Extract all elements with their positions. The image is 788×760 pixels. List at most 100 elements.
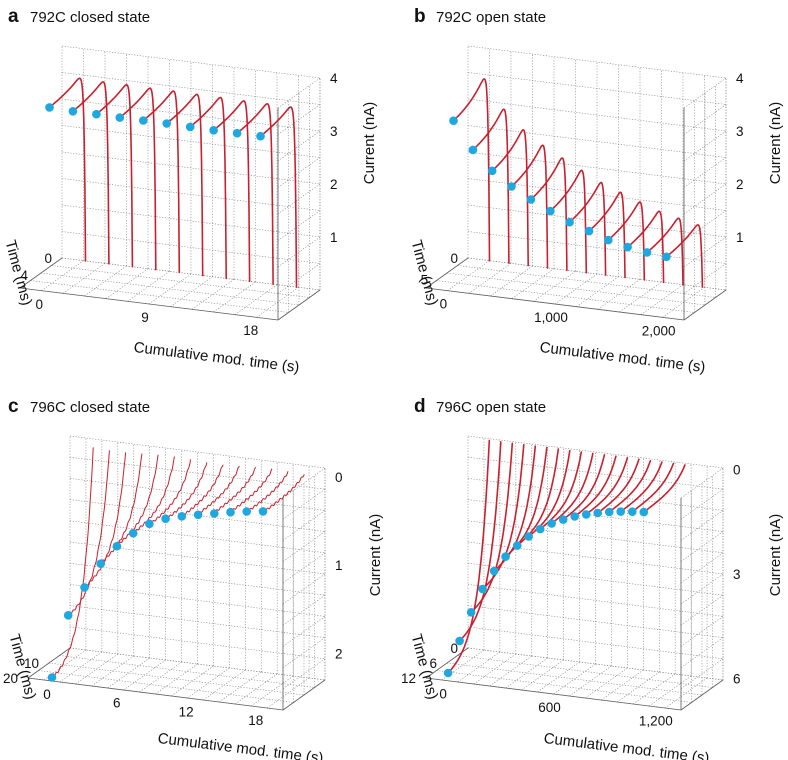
sweep-trace — [452, 78, 491, 262]
x-axis-label: Cumulative mod. time (s) — [539, 339, 707, 376]
wall-gridline — [467, 541, 724, 575]
floor-gridline — [219, 671, 262, 703]
wall-gridline — [467, 584, 724, 617]
floor-gridline — [489, 655, 532, 687]
wall-gridline — [61, 257, 321, 291]
z-tick-label: 3 — [330, 124, 338, 139]
sweep-trace — [573, 455, 617, 518]
sweep-trace — [197, 466, 240, 516]
sweep-trace — [458, 441, 502, 642]
axis-line — [680, 679, 724, 711]
sweep-endpoint — [63, 611, 73, 620]
side-gridline — [680, 573, 724, 605]
sweep-trace — [132, 456, 175, 535]
z-tick-label: 3 — [733, 567, 741, 582]
sweep-trace — [491, 129, 529, 267]
floor-gridline — [155, 663, 198, 695]
sweep-trace — [148, 459, 191, 525]
x-tick-label: 18 — [248, 713, 263, 728]
wall-gridline — [69, 562, 326, 596]
floor-gridline — [436, 670, 692, 703]
sweep-trace — [116, 454, 159, 547]
side-gridline — [683, 263, 727, 294]
wall-gridline — [69, 435, 326, 469]
floor-gridline — [533, 271, 576, 302]
chart-title: 792C closed state — [30, 9, 150, 26]
sweep-trace — [119, 87, 157, 271]
sweep-endpoint — [80, 583, 89, 592]
floor-gridline — [633, 673, 676, 705]
sweep-endpoint — [507, 182, 516, 191]
sweep-endpoint — [258, 507, 268, 516]
traces — [47, 447, 305, 682]
wall-gridline — [467, 562, 724, 596]
y-tick-label: 20 — [3, 671, 18, 686]
traces — [449, 78, 704, 288]
wall-gridline — [61, 45, 321, 79]
side-gridline — [282, 573, 326, 605]
sweep-endpoint — [581, 510, 591, 519]
sweep-endpoint — [642, 248, 652, 257]
wall-gridline — [69, 584, 326, 617]
sweep-endpoint — [584, 226, 594, 236]
sweep-trace — [539, 451, 583, 530]
wall-gridline — [467, 626, 724, 660]
floor-gridline — [457, 651, 501, 683]
side-gridline — [683, 77, 727, 109]
sweep-endpoint — [501, 552, 510, 561]
y-tick-label: 5 — [421, 272, 429, 287]
y-tick-label: 10 — [24, 656, 39, 671]
sweep-endpoint — [226, 507, 235, 517]
sweep-endpoint — [487, 166, 497, 176]
side-gridline — [683, 157, 727, 188]
wall-gridline — [69, 626, 326, 660]
side-gridline — [680, 531, 724, 562]
floor-gridline — [40, 272, 300, 306]
sweep-trace — [84, 452, 127, 588]
sweep-endpoint — [443, 668, 453, 678]
wall-gridline — [467, 178, 727, 211]
floor-gridline — [51, 265, 310, 298]
side-gridline — [277, 130, 321, 162]
axis-line — [425, 287, 685, 321]
y-tick-label: 0 — [450, 251, 458, 266]
sweep-endpoint — [478, 584, 487, 594]
z-tick-label: 0 — [335, 470, 343, 485]
sweep-endpoint — [177, 512, 187, 521]
sweep-trace — [626, 210, 665, 284]
sweep-trace — [447, 439, 491, 674]
sweep-endpoint — [210, 509, 219, 518]
floor-gridline — [171, 665, 214, 697]
axis-line — [282, 679, 326, 711]
panel-b: b 792C open state01,0002,000051234Cumulat… — [407, 6, 784, 376]
side-gridline — [683, 104, 727, 135]
floor-gridline — [107, 657, 150, 689]
z-tick-label: 4 — [736, 71, 744, 86]
sweep-endpoint — [455, 636, 464, 646]
sweep-endpoint — [489, 566, 499, 576]
sweep-trace — [665, 224, 704, 288]
sweep-trace — [631, 462, 675, 513]
side-gridline — [282, 594, 326, 626]
x-tick-label: 1,000 — [534, 310, 568, 325]
sweep-trace — [100, 453, 143, 565]
sweep-endpoint — [68, 107, 78, 116]
sweep-endpoint — [47, 673, 57, 682]
axes-frame — [27, 498, 326, 711]
sweep-endpoint — [535, 524, 545, 534]
x-axis-label: Cumulative mod. time (s) — [157, 730, 325, 760]
wall-gridline — [61, 72, 321, 105]
wall-gridline — [467, 647, 724, 681]
sweep-endpoint — [662, 252, 671, 262]
z-tick-label: 2 — [335, 647, 343, 662]
sweep-trace — [472, 108, 510, 264]
panel-letter: c — [8, 396, 19, 417]
wall-gridline — [467, 435, 724, 469]
y-axis-label: Time (ms) — [407, 238, 441, 307]
sweep-endpoint — [115, 113, 125, 122]
sweep-trace — [165, 462, 208, 520]
wall-gridline — [467, 151, 727, 185]
sweep-endpoint — [524, 532, 533, 541]
sweep-trace — [230, 468, 273, 513]
